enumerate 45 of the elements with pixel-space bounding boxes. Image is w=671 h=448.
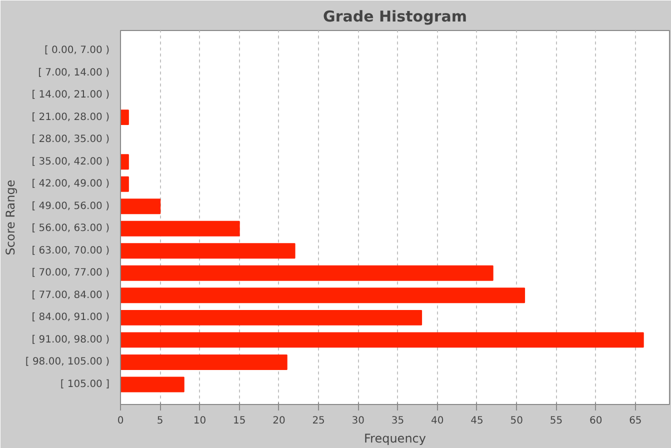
bar (120, 176, 129, 192)
x-tick-label: 55 (550, 416, 563, 426)
y-tick-label: [ 70.00, 77.00 ) (32, 268, 110, 279)
y-tick-label: [ 7.00, 14.00 ) (38, 67, 110, 78)
x-tick-label: 30 (352, 416, 365, 426)
x-tick-label: 5 (156, 416, 164, 426)
y-tick-label: [ 49.00, 56.00 ) (32, 200, 110, 212)
bar (120, 265, 494, 281)
x-tick-label: 65 (629, 416, 642, 426)
x-tick-label: 45 (470, 416, 484, 426)
x-tick-label: 40 (431, 416, 444, 426)
y-tick-label: [ 21.00, 28.00 ) (32, 112, 110, 123)
y-tick-label: [ 56.00, 63.00 ) (32, 223, 110, 234)
y-tick-label: [ 77.00, 84.00 ) (32, 290, 110, 301)
bar (120, 154, 129, 170)
y-tick-label: [ 105.00 ] (60, 378, 110, 390)
x-tick-label: 50 (510, 416, 523, 426)
y-tick-label: [ 63.00, 70.00 ) (32, 245, 110, 256)
bar (120, 310, 422, 326)
x-tick-label: 35 (391, 416, 404, 426)
bar (120, 332, 644, 348)
y-tick-label: [ 84.00, 91.00 ) (32, 312, 110, 324)
y-axis-title: Score Range (3, 180, 18, 256)
y-tick-label: [ 35.00, 42.00 ) (32, 156, 110, 168)
chart-title: Grade Histogram (323, 8, 467, 26)
x-tick-label: 15 (232, 416, 246, 426)
bar (120, 198, 161, 214)
y-tick-label: [ 14.00, 21.00 ) (32, 90, 110, 101)
bar (120, 288, 526, 304)
y-tick-label: [ 98.00, 105.00 ) (25, 356, 110, 368)
x-axis-title: Frequency (364, 432, 426, 446)
x-tick-label: 25 (312, 416, 325, 426)
bar (120, 376, 184, 392)
bar (120, 354, 288, 370)
y-tick-label: [ 42.00, 49.00 ) (32, 178, 110, 190)
bar (120, 110, 129, 126)
y-tick-label: [ 91.00, 98.00 ) (32, 334, 110, 346)
y-tick-label: [ 0.00, 7.00 ) (44, 45, 110, 56)
bar (120, 243, 296, 259)
bar (120, 220, 240, 236)
x-tick-label: 20 (272, 416, 286, 426)
y-tick-label: [ 28.00, 35.00 ) (32, 134, 110, 146)
x-tick-label: 60 (589, 416, 602, 426)
x-tick-label: 0 (117, 416, 124, 426)
x-tick-label: 10 (193, 416, 206, 426)
